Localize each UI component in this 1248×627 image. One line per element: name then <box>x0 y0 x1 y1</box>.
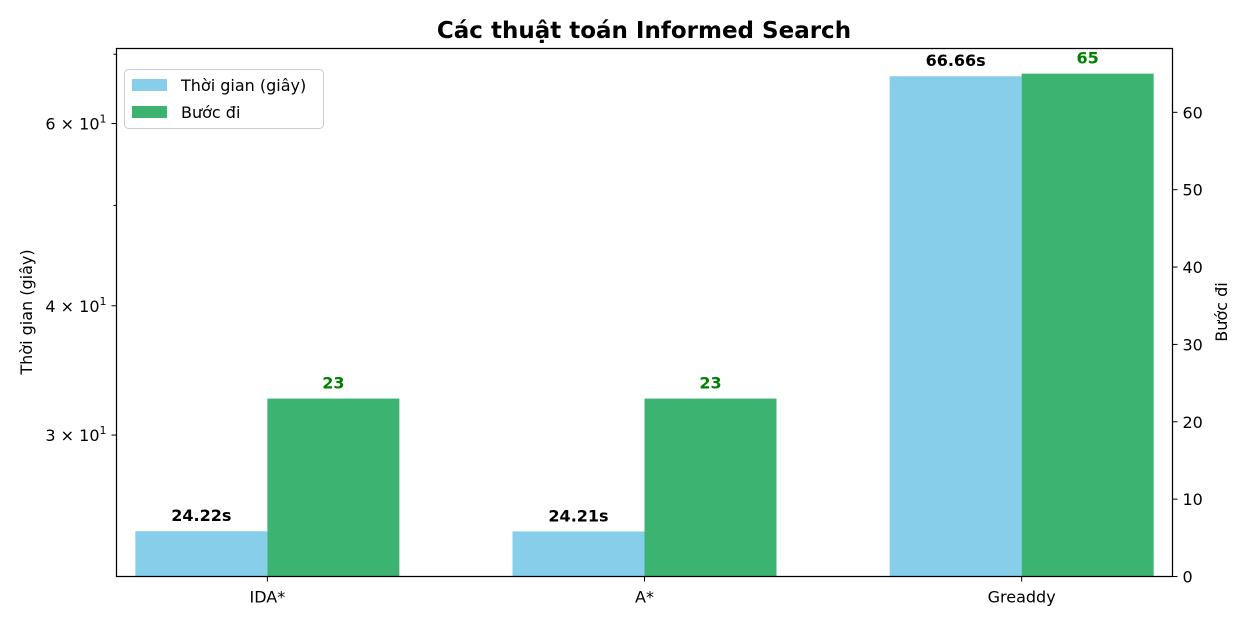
right-axis-ticks: 0 10 20 30 40 50 60 <box>1172 103 1203 587</box>
bars-layer <box>135 73 1154 577</box>
bar-label-time-0: 24.22s <box>171 506 231 525</box>
bar-time-1 <box>512 531 645 577</box>
left-tick-label-2: 6 × 101 <box>45 113 106 134</box>
left-tick-label-1: 4 × 101 <box>45 295 106 316</box>
x-tick-label-2: Greaddy <box>988 588 1056 607</box>
right-tick-label-2: 20 <box>1183 413 1203 432</box>
legend-swatch-steps <box>132 106 167 118</box>
legend-label-steps: Bước đi <box>181 103 240 122</box>
x-tick-label-1: A* <box>635 588 654 607</box>
bar-steps-2 <box>1021 73 1154 577</box>
x-tick-label-0: IDA* <box>250 588 286 607</box>
bar-label-time-1: 24.21s <box>548 506 608 525</box>
right-tick-label-6: 60 <box>1183 103 1203 122</box>
bar-label-steps-1: 23 <box>699 374 721 393</box>
left-axis-label: Thời gian (giây) <box>17 249 36 375</box>
legend-swatch-time <box>132 79 167 91</box>
legend-label-time: Thời gian (giây) <box>180 76 306 95</box>
bar-label-time-2: 66.66s <box>926 51 986 70</box>
right-tick-label-5: 50 <box>1183 181 1203 200</box>
right-tick-label-1: 10 <box>1183 490 1203 509</box>
chart-title: Các thuật toán Informed Search <box>437 18 851 44</box>
bar-time-2 <box>889 76 1022 577</box>
right-tick-label-4: 40 <box>1183 258 1203 277</box>
legend-box <box>124 69 324 129</box>
bar-steps-0 <box>267 398 400 577</box>
bar-label-steps-2: 65 <box>1077 49 1099 68</box>
x-axis-ticks: IDA* A* Greaddy <box>250 576 1056 607</box>
left-axis-ticks: 3 × 101 4 × 101 6 × 101 <box>45 53 117 445</box>
legend: Thời gian (giây) Bước đi <box>124 69 324 129</box>
right-tick-label-3: 30 <box>1183 335 1203 354</box>
bar-label-steps-0: 23 <box>322 374 344 393</box>
right-tick-label-0: 0 <box>1183 568 1193 587</box>
right-axis-label: Bước đi <box>1212 282 1231 341</box>
bar-steps-1 <box>644 398 777 577</box>
left-tick-label-0: 3 × 101 <box>45 424 106 445</box>
bar-labels-layer: 24.22s 24.21s 66.66s 23 23 65 <box>171 49 1098 526</box>
bar-time-0 <box>135 531 268 577</box>
